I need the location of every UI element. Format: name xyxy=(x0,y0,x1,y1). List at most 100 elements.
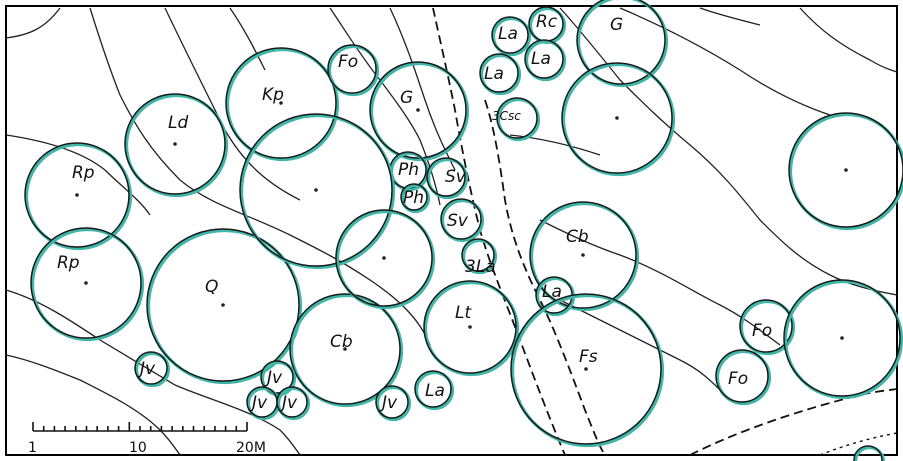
trunk-point xyxy=(343,347,347,351)
tree-species-label: La xyxy=(425,381,445,401)
canopy-highlight xyxy=(788,112,903,231)
tree-species-label: Rp xyxy=(72,163,95,183)
canopy-highlight xyxy=(400,183,431,214)
trunk-point xyxy=(584,367,588,371)
canopy-outline xyxy=(414,370,452,408)
tree-species-label: Jv xyxy=(249,393,268,413)
canopy-outline xyxy=(783,279,901,397)
tree-canopy: La xyxy=(524,39,567,82)
tree-canopy-unlabeled xyxy=(239,113,396,270)
dashed-path xyxy=(689,388,898,456)
tree-species-label: Ph xyxy=(403,188,424,208)
canopy-highlight xyxy=(289,293,404,408)
trunk-point xyxy=(840,336,844,340)
tree-canopy: Jv xyxy=(134,351,171,388)
trunk-point xyxy=(314,188,318,192)
tree-canopies: Rp Rp Ld Kp Fo G La Rc La La G 3Csc Ph Sv Ph Sv 3La Q Cb Lt… xyxy=(24,0,796,448)
tree-canopy: Ph xyxy=(400,183,431,214)
tree-canopy: Lt xyxy=(423,280,520,377)
scale-label-mid: 10 xyxy=(129,440,147,456)
tree-canopy-unlabeled xyxy=(335,209,436,310)
trunk-point xyxy=(581,253,585,257)
canopy-highlight xyxy=(783,279,903,400)
canopy-highlight xyxy=(561,62,676,177)
tree-species-label: G xyxy=(610,15,623,35)
trunk-point xyxy=(173,142,177,146)
canopy-highlight xyxy=(124,93,229,198)
canopy-highlight xyxy=(715,349,772,406)
trunk-point xyxy=(84,281,88,285)
canopy-highlight xyxy=(739,299,796,356)
tree-canopy: Jv xyxy=(276,386,311,421)
canopy-outline xyxy=(239,113,393,267)
tree-canopy-unlabeled xyxy=(561,62,676,177)
tree-canopy: Sv xyxy=(440,198,485,243)
tree-canopy: 3La xyxy=(461,238,498,277)
contour-line xyxy=(559,299,721,391)
canopy-highlight xyxy=(491,16,532,57)
canopy-outline xyxy=(788,112,903,228)
canopy-highlight xyxy=(414,370,455,411)
trunk-point xyxy=(416,108,420,112)
canopy-outline xyxy=(134,351,168,385)
tree-species-label: Fo xyxy=(752,321,772,341)
canopy-outline xyxy=(369,61,467,159)
tree-canopy: La xyxy=(414,370,455,411)
tree-species-label: Jv xyxy=(279,393,298,413)
tree-canopy: 3Csc xyxy=(492,97,541,142)
canopy-highlight xyxy=(510,293,665,448)
canopy-highlight xyxy=(479,53,522,96)
tree-canopy: Rp xyxy=(24,142,133,251)
tree-species-label: La xyxy=(484,64,504,84)
canopy-outline xyxy=(225,47,337,159)
canopy-highlight xyxy=(134,351,171,388)
contour-line xyxy=(5,134,151,216)
contour-line xyxy=(619,7,831,116)
trunk-point xyxy=(382,256,386,260)
tree-species-label: La xyxy=(498,24,518,44)
canopy-outline xyxy=(423,280,517,374)
tree-species-label: Fo xyxy=(728,369,748,389)
canopy-outline xyxy=(276,386,308,418)
tree-canopy-unlabeled xyxy=(853,445,886,461)
tree-canopy: Q xyxy=(146,228,303,385)
tree-species-label: Cb xyxy=(566,227,589,247)
tree-canopy: Sv xyxy=(426,157,469,200)
canopy-highlight xyxy=(30,227,145,342)
canopy-highlight xyxy=(239,113,396,270)
contour-line xyxy=(699,7,761,26)
canopy-outline xyxy=(289,293,401,405)
map-frame xyxy=(5,5,898,456)
canopy-highlight xyxy=(576,0,669,88)
contour-line xyxy=(329,7,441,206)
canopy-outline xyxy=(440,198,482,240)
canopy-outline xyxy=(524,39,564,79)
contour-line xyxy=(5,7,61,39)
trunk-point xyxy=(468,325,472,329)
canopy-outline xyxy=(561,62,673,174)
contour-line xyxy=(509,134,601,156)
trunk-point xyxy=(844,168,848,172)
canopy-outline xyxy=(529,201,637,309)
canopy-outline xyxy=(24,142,130,248)
canopy-outline xyxy=(146,228,300,382)
canopy-highlight xyxy=(225,47,340,162)
tree-species-label: Jv xyxy=(379,393,398,413)
tree-species-label: Q xyxy=(205,277,218,297)
trunk-point xyxy=(221,303,225,307)
canopy-highlight xyxy=(276,386,311,421)
scale-label-start: 1 xyxy=(28,440,37,456)
canopy-outline xyxy=(124,93,226,195)
contour-line xyxy=(5,289,301,456)
tree-species-label: Jv xyxy=(264,368,283,388)
tree-species-label: Fo xyxy=(338,52,358,72)
tree-canopy: Rp xyxy=(30,227,145,342)
contour-line xyxy=(559,7,898,296)
tree-canopy: G xyxy=(369,61,470,162)
canopy-outline xyxy=(496,97,538,139)
tree-species-label: G xyxy=(400,88,413,108)
dotted-path xyxy=(819,432,898,456)
canopy-highlight xyxy=(146,228,303,385)
canopy-outline xyxy=(510,293,662,445)
